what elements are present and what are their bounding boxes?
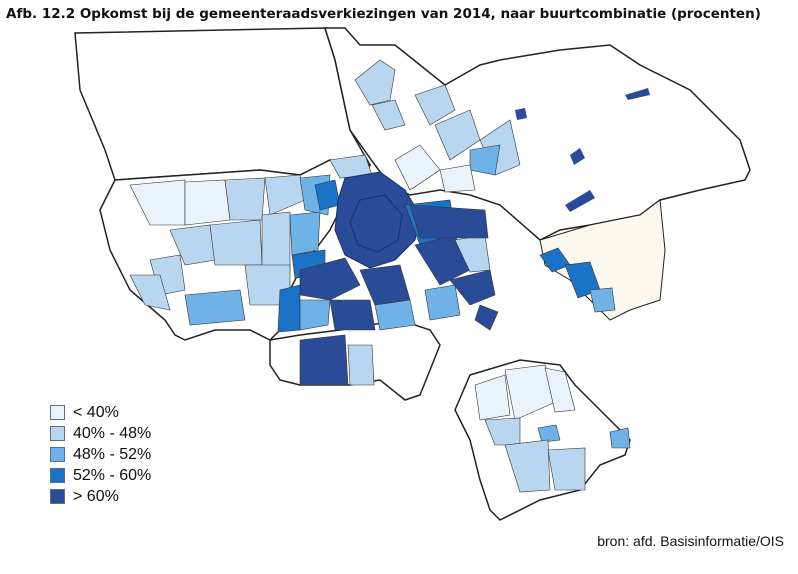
legend-label: 48% - 52% xyxy=(73,445,152,463)
area-centre-ring xyxy=(349,194,403,253)
area-se3 xyxy=(544,367,576,413)
area-s3 xyxy=(277,284,301,333)
legend-row: > 60% xyxy=(50,486,151,507)
area-s7 xyxy=(299,334,349,386)
region-north-west xyxy=(74,27,372,181)
legend-row: 48% - 52% xyxy=(50,444,151,465)
area-n9 xyxy=(439,164,476,193)
area-water-n4 xyxy=(625,88,650,100)
area-se1 xyxy=(474,374,511,421)
area-east3 xyxy=(449,269,496,306)
area-w13 xyxy=(184,289,246,326)
legend-label: 52% - 60% xyxy=(73,466,152,484)
area-water-n1 xyxy=(515,108,527,120)
area-w2 xyxy=(184,179,231,226)
area-w10 xyxy=(289,211,321,256)
area-east4 xyxy=(424,284,461,321)
legend-swatch xyxy=(50,489,65,504)
area-s6 xyxy=(374,299,416,331)
legend: < 40% 40% - 48% 48% - 52% 52% - 60% > 60… xyxy=(50,402,151,507)
area-water-n2 xyxy=(570,148,585,165)
area-s8 xyxy=(347,344,375,386)
legend-swatch xyxy=(50,447,65,462)
area-s4 xyxy=(299,299,331,331)
area-se7 xyxy=(547,447,586,491)
area-centre xyxy=(334,171,421,269)
legend-row: < 40% xyxy=(50,402,151,423)
area-n2 xyxy=(371,99,406,131)
area-water-n3 xyxy=(565,190,595,212)
legend-swatch xyxy=(50,468,65,483)
source-credit: bron: afd. Basisinformatie/OIS xyxy=(597,533,784,549)
area-w12 xyxy=(129,274,171,311)
area-s5 xyxy=(329,299,376,331)
legend-row: 52% - 60% xyxy=(50,465,151,486)
area-w3 xyxy=(224,177,266,221)
map-title: Afb. 12.2 Opkomst bij de gemeenteraadsve… xyxy=(6,6,761,22)
area-n3 xyxy=(414,84,456,126)
area-w9 xyxy=(261,211,291,271)
area-east8 xyxy=(589,287,616,313)
area-east5 xyxy=(474,304,499,331)
area-se5 xyxy=(537,424,561,443)
area-n6 xyxy=(469,144,501,176)
legend-row: 40% - 48% xyxy=(50,423,151,444)
area-n1 xyxy=(354,59,396,106)
area-se8 xyxy=(609,427,631,449)
area-harbour xyxy=(409,204,489,239)
area-w8 xyxy=(209,219,263,266)
legend-swatch xyxy=(50,426,65,441)
area-s2 xyxy=(359,264,411,306)
region-east-industry xyxy=(539,199,666,321)
legend-label: > 60% xyxy=(73,487,119,505)
legend-swatch xyxy=(50,405,65,420)
area-se6 xyxy=(504,439,551,493)
legend-label: 40% - 48% xyxy=(73,424,152,442)
legend-label: < 40% xyxy=(73,403,119,421)
